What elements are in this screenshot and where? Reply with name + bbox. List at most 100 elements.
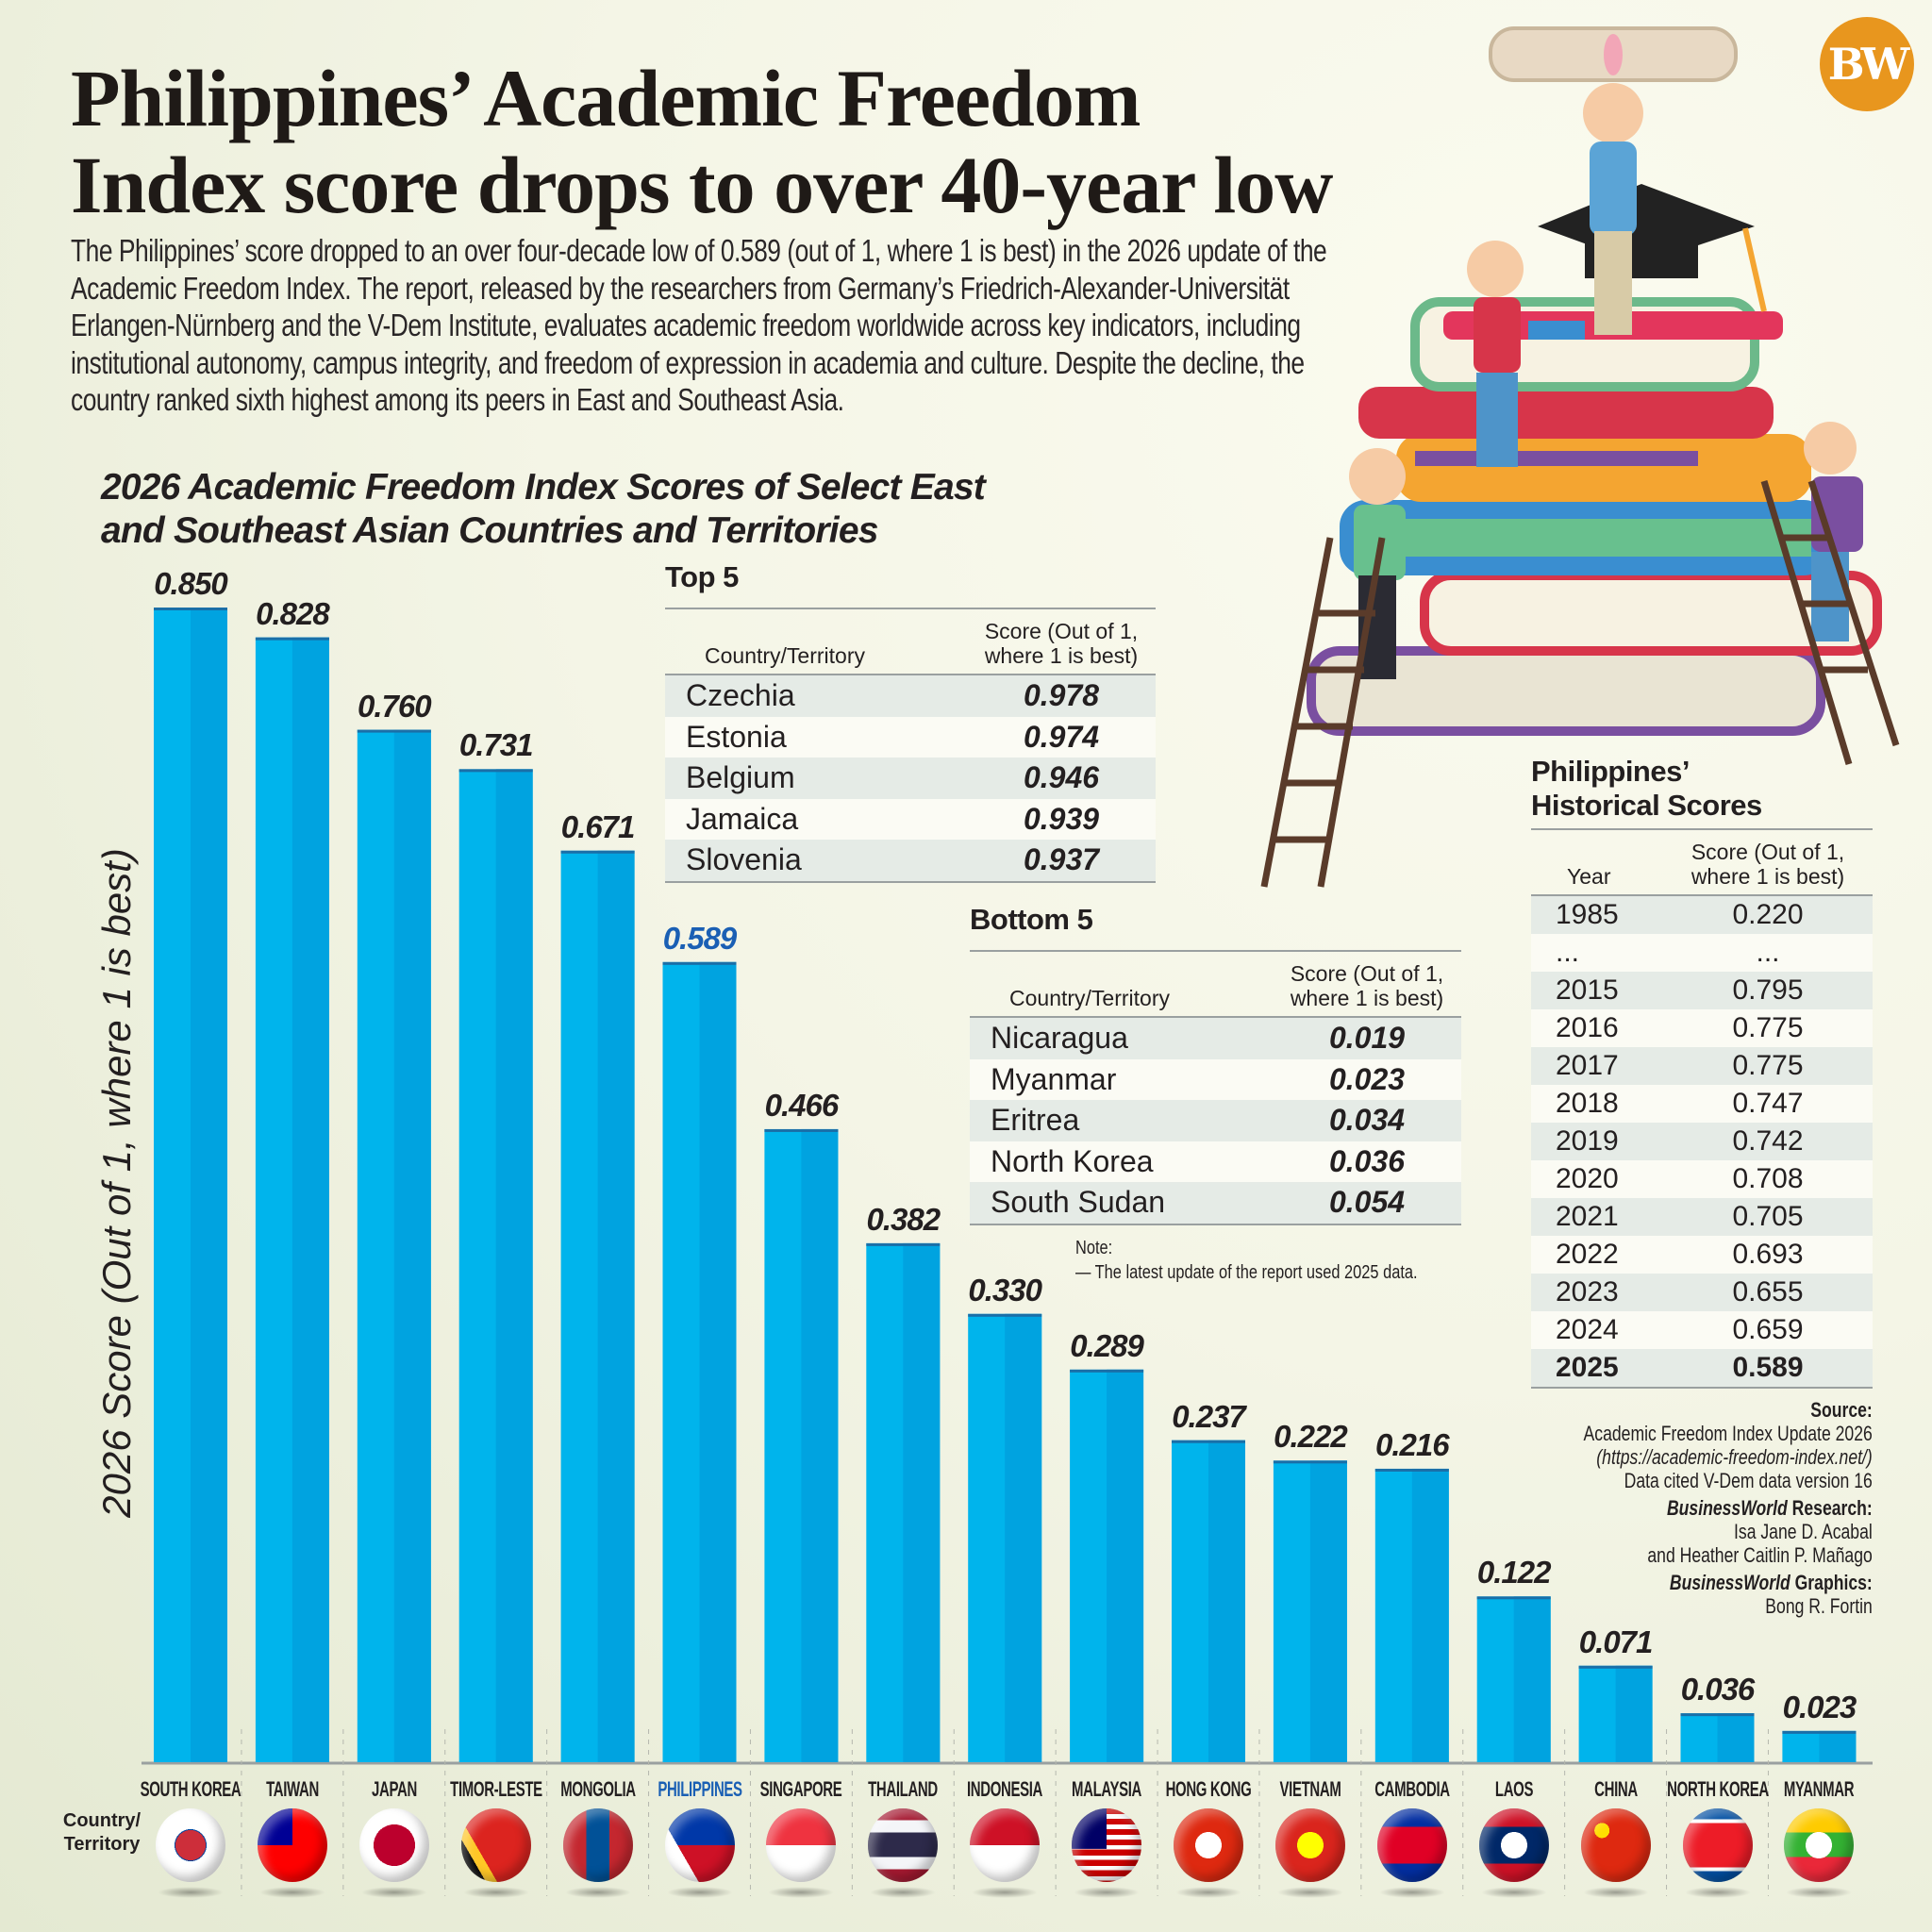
col-score-header: Score (Out of 1, where 1 is best) [1290, 961, 1444, 1010]
score-cell: 0.589 [1732, 1352, 1804, 1383]
score-cell: 0.708 [1732, 1163, 1804, 1194]
table-row: Jamaica 0.939 [665, 798, 1156, 840]
bar-shade [903, 1242, 941, 1762]
category-label: NORTH KOREA [1666, 1777, 1769, 1801]
year-cell: ... [1556, 937, 1580, 968]
flag-shadow [1175, 1887, 1241, 1898]
bar-shade [191, 608, 227, 1762]
historical-title: Philippines’ Historical Scores [1531, 755, 1873, 830]
value-label: 0.731 [458, 727, 534, 763]
country-cell: Myanmar [991, 1061, 1117, 1096]
table-row: Nicaragua 0.019 [970, 1018, 1461, 1059]
flag-shadow [258, 1887, 325, 1898]
bar-shade [291, 637, 329, 1763]
bar-top-edge [1476, 1596, 1551, 1600]
score-cell: 0.655 [1732, 1276, 1804, 1307]
value-label: 0.071 [1578, 1624, 1654, 1659]
score-cell: 0.054 [1328, 1185, 1406, 1220]
bar-top-edge [154, 608, 227, 610]
bar-top-edge [1680, 1713, 1755, 1717]
businessworld-logo: BW [1820, 17, 1914, 111]
country-cell: Czechia [686, 678, 795, 713]
category-label: MONGOLIA [559, 1777, 636, 1801]
flag-shadow [564, 1887, 631, 1898]
bar-top-edge [1070, 1369, 1144, 1373]
bar-top-edge [1172, 1440, 1245, 1443]
bar-top-edge [458, 769, 533, 773]
bar-taiwan [255, 637, 329, 1763]
bar-shade [1819, 1730, 1857, 1762]
table-row: 2020 0.708 [1531, 1160, 1873, 1198]
table-row: ...... [1531, 934, 1873, 972]
bottom5-table: Bottom 5 Country/Territory Score (Out of… [970, 903, 1461, 1225]
chart-title: 2026 Academic Freedom Index Scores of Se… [101, 466, 986, 553]
value-label: 0.289 [1070, 1327, 1144, 1363]
table-row: Czechia 0.978 [665, 675, 1156, 717]
score-cell: 0.034 [1328, 1103, 1406, 1138]
flag-shadow [666, 1887, 733, 1898]
country-cell: Estonia [686, 719, 787, 754]
year-cell: 2022 [1556, 1239, 1619, 1270]
bar-top-edge [357, 729, 431, 733]
flag-shadow [768, 1887, 835, 1898]
bar-top-edge [662, 961, 737, 965]
score-cell: 0.978 [1023, 678, 1100, 713]
bar-shade [393, 729, 431, 1762]
chart-title-line-1: 2026 Academic Freedom Index Scores of Se… [101, 467, 986, 508]
bar-thailand [866, 1242, 941, 1762]
top5-table: Top 5 Country/Territory Score (Out of 1,… [665, 560, 1156, 883]
historical-title-line-2: Historical Scores [1531, 789, 1762, 822]
bar-shade [597, 850, 635, 1762]
source-label: Source: [1810, 1398, 1873, 1422]
score-cell: 0.974 [1023, 719, 1100, 754]
page-title: Philippines’ Academic Freedom Index scor… [71, 55, 1333, 228]
bar-shade [699, 961, 737, 1762]
score-cell: 0.795 [1732, 974, 1804, 1006]
table-row: 2018 0.747 [1531, 1085, 1873, 1123]
flag-shadow [1074, 1887, 1141, 1898]
score-cell: 0.019 [1328, 1021, 1406, 1056]
bar-japan [357, 729, 431, 1762]
flag-icon-singapore [766, 1808, 837, 1882]
flag-shadow [360, 1887, 427, 1898]
year-cell: 2015 [1556, 974, 1619, 1006]
flag-icon-laos [1478, 1808, 1549, 1882]
value-label: 0.760 [358, 688, 432, 724]
table-row: 2015 0.795 [1531, 972, 1873, 1009]
bar-cambodia [1374, 1468, 1449, 1762]
value-label: 0.222 [1274, 1419, 1348, 1455]
category-label: THAILAND [868, 1777, 939, 1801]
bar-shade [1717, 1713, 1755, 1762]
bar-indonesia [968, 1313, 1042, 1762]
flag-icon-indonesia [970, 1808, 1041, 1882]
score-cell: 0.775 [1732, 1050, 1804, 1081]
value-label: 0.023 [1782, 1689, 1857, 1724]
flag-icon-philippines [664, 1808, 735, 1882]
flag-icon-cambodia [1376, 1808, 1447, 1882]
bar-top-edge [764, 1128, 839, 1132]
books-illustration [1260, 26, 1900, 888]
brand-name: BusinessWorld [1667, 1496, 1788, 1520]
category-label: CHINA [1593, 1777, 1638, 1801]
value-label: 0.237 [1172, 1398, 1246, 1434]
flag-icon-north-korea [1682, 1808, 1753, 1882]
flag-icon-myanmar [1784, 1808, 1855, 1882]
score-cell: 0.939 [1023, 801, 1100, 836]
category-label: MALAYSIA [1072, 1777, 1142, 1801]
note-label: Note: [1075, 1238, 1113, 1258]
table-row: 2019 0.742 [1531, 1123, 1873, 1160]
top5-title: Top 5 [665, 560, 1156, 609]
flag-shadow [1480, 1887, 1547, 1898]
category-label: PHILIPPINES [657, 1777, 742, 1801]
source-url[interactable]: (https://academic-freedom-index.net/) [1596, 1445, 1873, 1469]
score-cell: 0.775 [1732, 1012, 1804, 1043]
country-cell: Belgium [686, 760, 795, 795]
table-row: Myanmar 0.023 [970, 1058, 1461, 1100]
score-cell: 0.937 [1023, 842, 1100, 877]
country-cell: Nicaragua [991, 1021, 1128, 1056]
value-label: 0.850 [154, 566, 228, 601]
category-label: LAOS [1494, 1777, 1534, 1801]
bar-top-edge [968, 1313, 1042, 1317]
bar-hong-kong [1172, 1440, 1245, 1762]
bar-myanmar [1782, 1730, 1857, 1762]
